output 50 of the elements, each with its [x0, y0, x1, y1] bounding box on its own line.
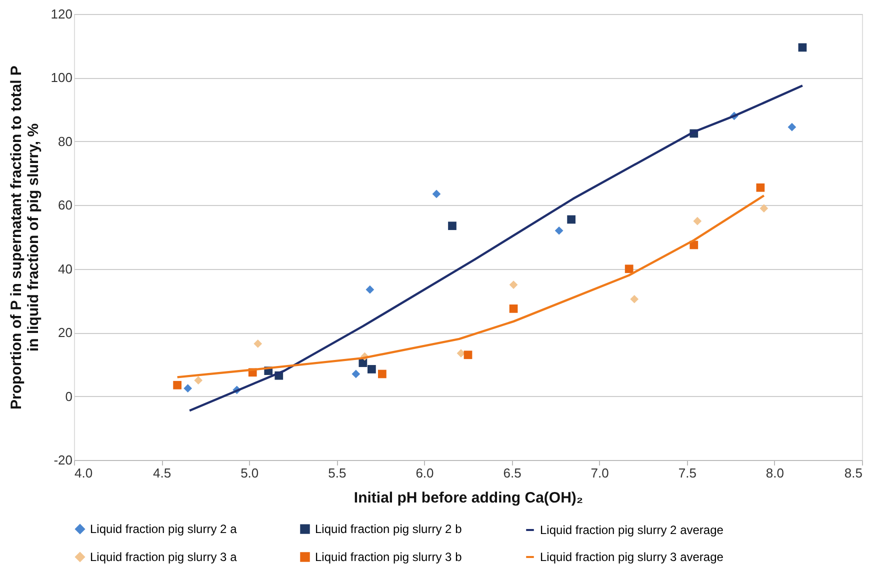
y-tick-label: 20: [58, 325, 72, 340]
legend-label: Liquid fraction pig slurry 2 average: [540, 523, 724, 537]
y-tick-label: 100: [50, 70, 72, 86]
y-tick-label: 80: [58, 134, 72, 149]
x-tick-label: 8.5: [844, 466, 862, 480]
legend-label: Liquid fraction pig slurry 2 a: [90, 522, 238, 536]
point: [624, 264, 634, 274]
point: [194, 376, 203, 385]
point: [368, 365, 376, 374]
point: [630, 294, 639, 304]
y-tick-label: -20: [54, 452, 72, 468]
x-tick-label: 7.0: [590, 466, 609, 480]
legend-label: Liquid fraction pig slurry 3 a: [90, 550, 238, 564]
x-tick-label: 6.0: [416, 466, 434, 480]
x-tick-label: 4.0: [74, 466, 93, 480]
x-tick-label: 4.5: [153, 466, 172, 480]
line-series: [176, 194, 766, 378]
y-tick-label: 60: [58, 198, 72, 213]
x-tick-label: 5.0: [240, 466, 259, 480]
point: [366, 285, 374, 294]
point: [693, 216, 702, 226]
x-tick-label: 8.0: [766, 466, 784, 480]
x-tick-label: 6.5: [503, 466, 522, 480]
point: [554, 226, 564, 235]
y-tick-label: 40: [58, 261, 72, 276]
legend-label: Liquid fraction pig slurry 3 b: [315, 550, 462, 564]
point: [464, 350, 472, 360]
legend-label: Liquid fraction pig slurry 2 b: [315, 522, 462, 536]
point: [448, 222, 456, 230]
x-axis-title: Initial pH before adding Ca(OH)₂: [354, 490, 584, 506]
point: [184, 384, 192, 393]
point: [254, 340, 262, 348]
point: [788, 122, 796, 132]
point: [760, 204, 768, 213]
y-tick-label: 0: [65, 388, 72, 404]
point: [509, 304, 518, 313]
point: [432, 190, 441, 198]
y-tick-label: 120: [50, 6, 72, 22]
point: [352, 370, 360, 378]
line-series: [188, 84, 804, 412]
legend-label: Liquid fraction pig slurry 3 average: [540, 550, 724, 564]
point: [756, 183, 765, 192]
point: [378, 370, 386, 378]
point: [173, 380, 182, 390]
point: [509, 280, 518, 289]
x-tick-label: 7.5: [678, 466, 696, 480]
x-tick-label: 5.5: [328, 466, 346, 480]
point: [798, 43, 807, 52]
point: [567, 215, 576, 224]
y-axis-title: Proportion of P in supernatant fraction to total P in liquid fraction of pig slurry, %: [8, 66, 42, 410]
